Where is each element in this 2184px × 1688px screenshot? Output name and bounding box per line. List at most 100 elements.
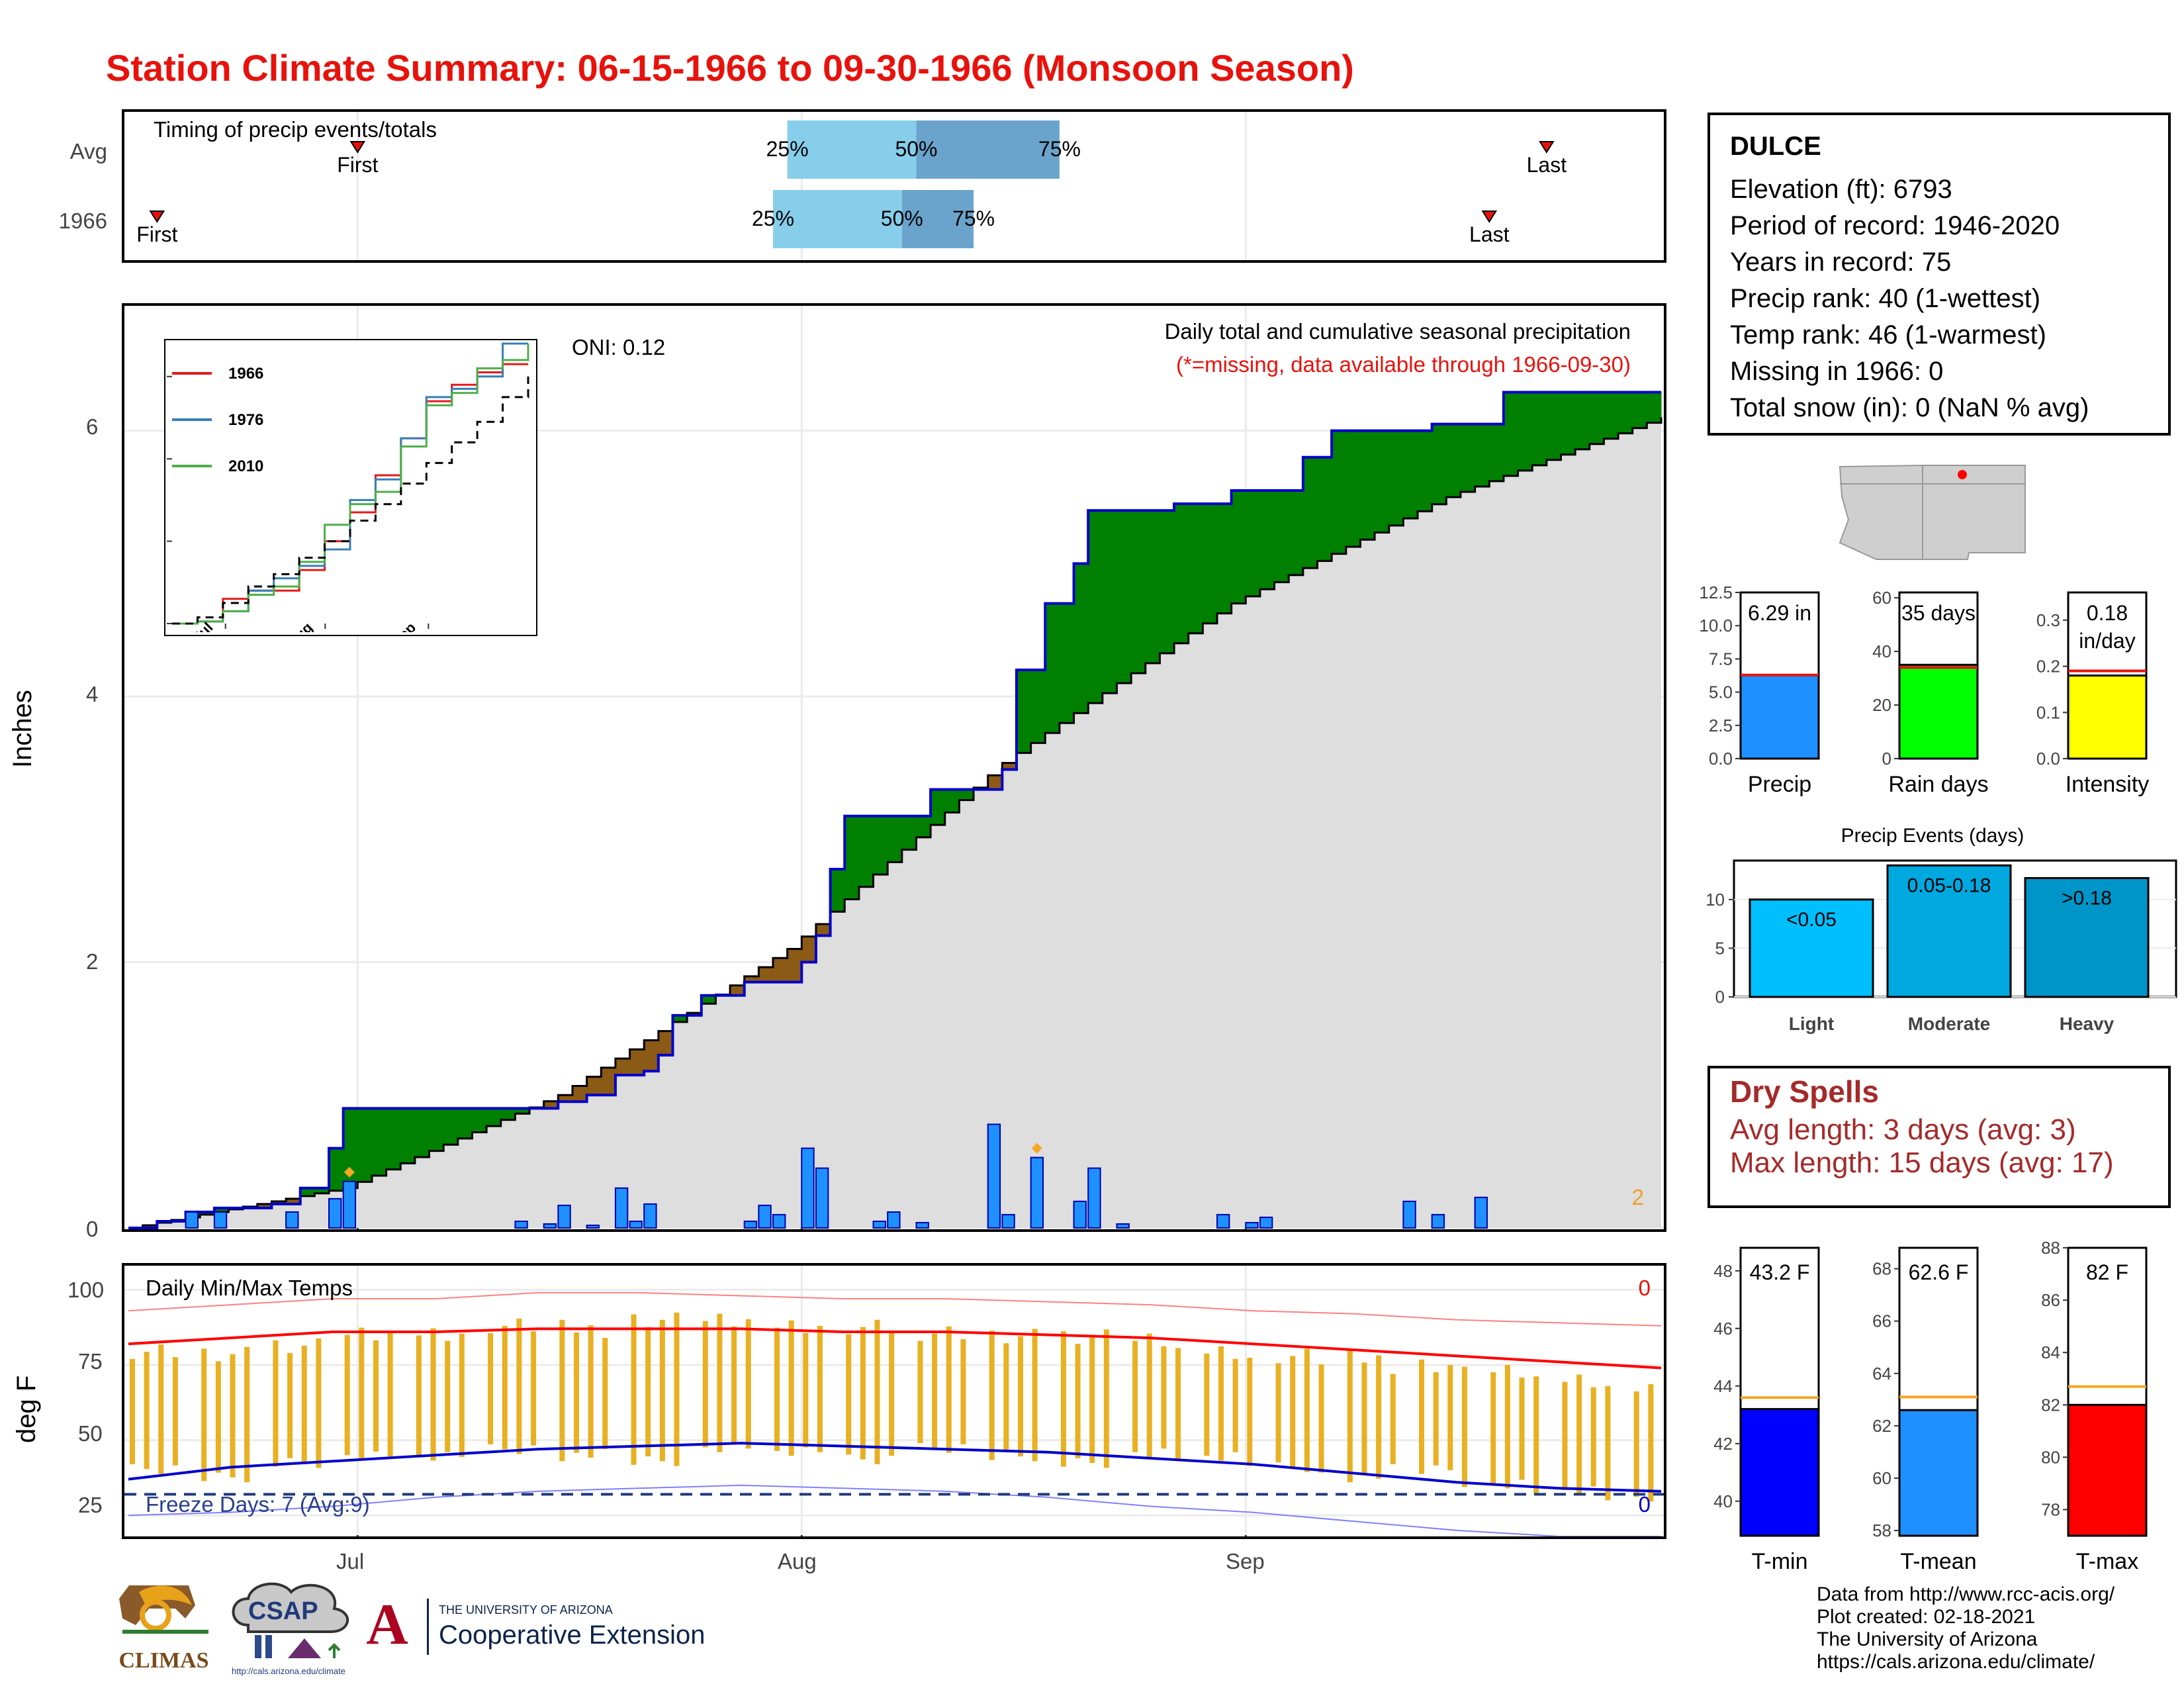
daily-precip-bar [1030, 1156, 1044, 1229]
daily-temp-range-bar [516, 1318, 522, 1454]
daily-precip-bar [643, 1203, 657, 1229]
inset-xtick-label: Aug [284, 619, 316, 632]
surplus-area [1160, 510, 1175, 653]
surplus-area [1418, 430, 1433, 512]
inset-series-1966 [172, 363, 528, 625]
daily-temp-range-bar [1161, 1346, 1167, 1449]
daily-temp-range-bar [846, 1334, 852, 1455]
bar-category-label: T-min [1752, 1549, 1808, 1574]
station-precip-rank: Precip rank: 40 (1-wettest) [1730, 284, 2041, 313]
timing-p75-label: 75% [952, 207, 995, 230]
csap-label: CSAP [248, 1597, 318, 1625]
surplus-area [1231, 490, 1246, 604]
surplus-area [1604, 392, 1619, 439]
daily-precip-bar [1116, 1223, 1130, 1229]
deficit-area [987, 775, 1003, 790]
inset-panel: 0246196619762010JulAugSep [154, 339, 537, 651]
daily-precip-bar [1087, 1167, 1101, 1229]
daily-temp-range-bar [201, 1348, 207, 1481]
daily-temp-range-bar [287, 1352, 293, 1458]
deficit-area [787, 949, 802, 982]
first-marker [149, 211, 165, 223]
credit-date: Plot created: 02-18-2021 [1817, 1606, 2036, 1628]
surplus-area [844, 816, 860, 900]
precip-ytick-4: 4 [86, 682, 99, 706]
precip-panel: ONI: 0.12 Daily total and cumulative sea… [122, 303, 1666, 1232]
surplus-area [500, 1108, 516, 1120]
surplus-area [1030, 669, 1046, 743]
surplus-area [1375, 430, 1390, 533]
daily-temp-range-bar [301, 1345, 307, 1464]
daily-precip-bar [557, 1204, 571, 1229]
surplus-area [1259, 490, 1275, 590]
inset-legend-label: 1966 [228, 365, 263, 383]
events-chart: Precip Events (days) 0 5 10 <0.05 Light 0.05-0… [1706, 825, 2177, 1034]
deficit-area [286, 1198, 301, 1204]
daily-temp-range-bar [1633, 1391, 1639, 1497]
bar-ytick-label: 2.5 [1709, 716, 1733, 735]
precip-subtitle: Daily total and cumulative seasonal prec… [1164, 319, 1631, 344]
climas-label: CLIMAS [118, 1648, 209, 1673]
timing-panel: 25% 50% 75% First Last 25% 50% 75% First Last Tim… [122, 109, 1666, 263]
surplus-area [214, 1207, 230, 1212]
daily-precip-bar [915, 1221, 929, 1229]
deficit-area [644, 1040, 659, 1072]
daily-temp-range-bar [1605, 1385, 1611, 1501]
daily-temp-range-bar [230, 1354, 236, 1477]
first-label: First [337, 153, 378, 177]
precip-chart [124, 306, 1664, 1229]
daily-precip-bar [772, 1213, 786, 1229]
bar-ytick-label: 0.0 [2036, 749, 2060, 769]
bar-fill-t-mean [1898, 1409, 1979, 1537]
daily-temp-range-bar [273, 1340, 279, 1467]
deficit-area [815, 924, 831, 936]
events-title: Precip Events (days) [1841, 825, 2025, 847]
surplus-area [1460, 424, 1476, 492]
daily-precip-bar [801, 1147, 815, 1229]
daily-temp-range-bar [1075, 1344, 1081, 1458]
surplus-area [343, 1108, 358, 1188]
timing-p50-label: 50% [881, 207, 923, 230]
surplus-area [887, 816, 903, 863]
precip-ytick-2: 2 [86, 949, 99, 974]
bar-category-label: T-max [2076, 1549, 2138, 1574]
daily-precip-bar [815, 1167, 829, 1229]
daily-temp-range-bar [344, 1335, 350, 1456]
daily-temp-range-bar [1318, 1364, 1324, 1473]
deficit-area [744, 976, 759, 982]
station-temp-rank: Temp rank: 46 (1-warmest) [1730, 320, 2046, 350]
csap-logo: CSAP http://cals.arizona.edu/climate [228, 1579, 354, 1685]
timing-bar-25-50 [787, 120, 917, 179]
temps-chart [124, 1266, 1664, 1536]
daily-temp-range-bar [373, 1340, 379, 1452]
inset-xtick-label: Sep [388, 619, 419, 632]
surplus-area [1289, 490, 1304, 575]
daily-temp-range-bar [1461, 1366, 1467, 1487]
daily-precip-bar [514, 1220, 528, 1229]
events-category-label: Moderate [1908, 1013, 1990, 1034]
daily-temp-range-bar [602, 1338, 608, 1450]
daily-temp-range-bar [1132, 1340, 1138, 1452]
daily-temp-range-bar [1533, 1376, 1539, 1494]
surplus-area [1102, 510, 1117, 694]
bar-ytick-label: 40 [1713, 1491, 1733, 1511]
bar-value-label: in/day [2079, 629, 2135, 653]
dry-spells-avg: Avg length: 3 days (avg: 3) [1730, 1113, 2076, 1146]
daily-temp-range-bar [1590, 1387, 1596, 1487]
daily-temp-range-bar [960, 1338, 966, 1444]
missing-count: 2 [1631, 1185, 1644, 1209]
daily-temp-range-bar [488, 1333, 494, 1444]
timing-bar-25-50 [773, 190, 902, 248]
daily-precip-bar [213, 1211, 228, 1229]
daily-temp-range-bar [1648, 1384, 1654, 1502]
bar-ytick-label: 40 [1872, 641, 1891, 661]
station-name: DULCE [1730, 132, 1821, 161]
temps-missing-high: 0 [1638, 1276, 1651, 1300]
surplus-area [200, 1211, 215, 1215]
station-period: Period of record: 1946-2020 [1730, 211, 2060, 240]
surplus-area [357, 1108, 373, 1182]
bar-value-label: 43.2 F [1750, 1260, 1810, 1284]
inset-series-average [172, 376, 529, 625]
surplus-area [931, 789, 946, 825]
surplus-area [1088, 510, 1103, 704]
